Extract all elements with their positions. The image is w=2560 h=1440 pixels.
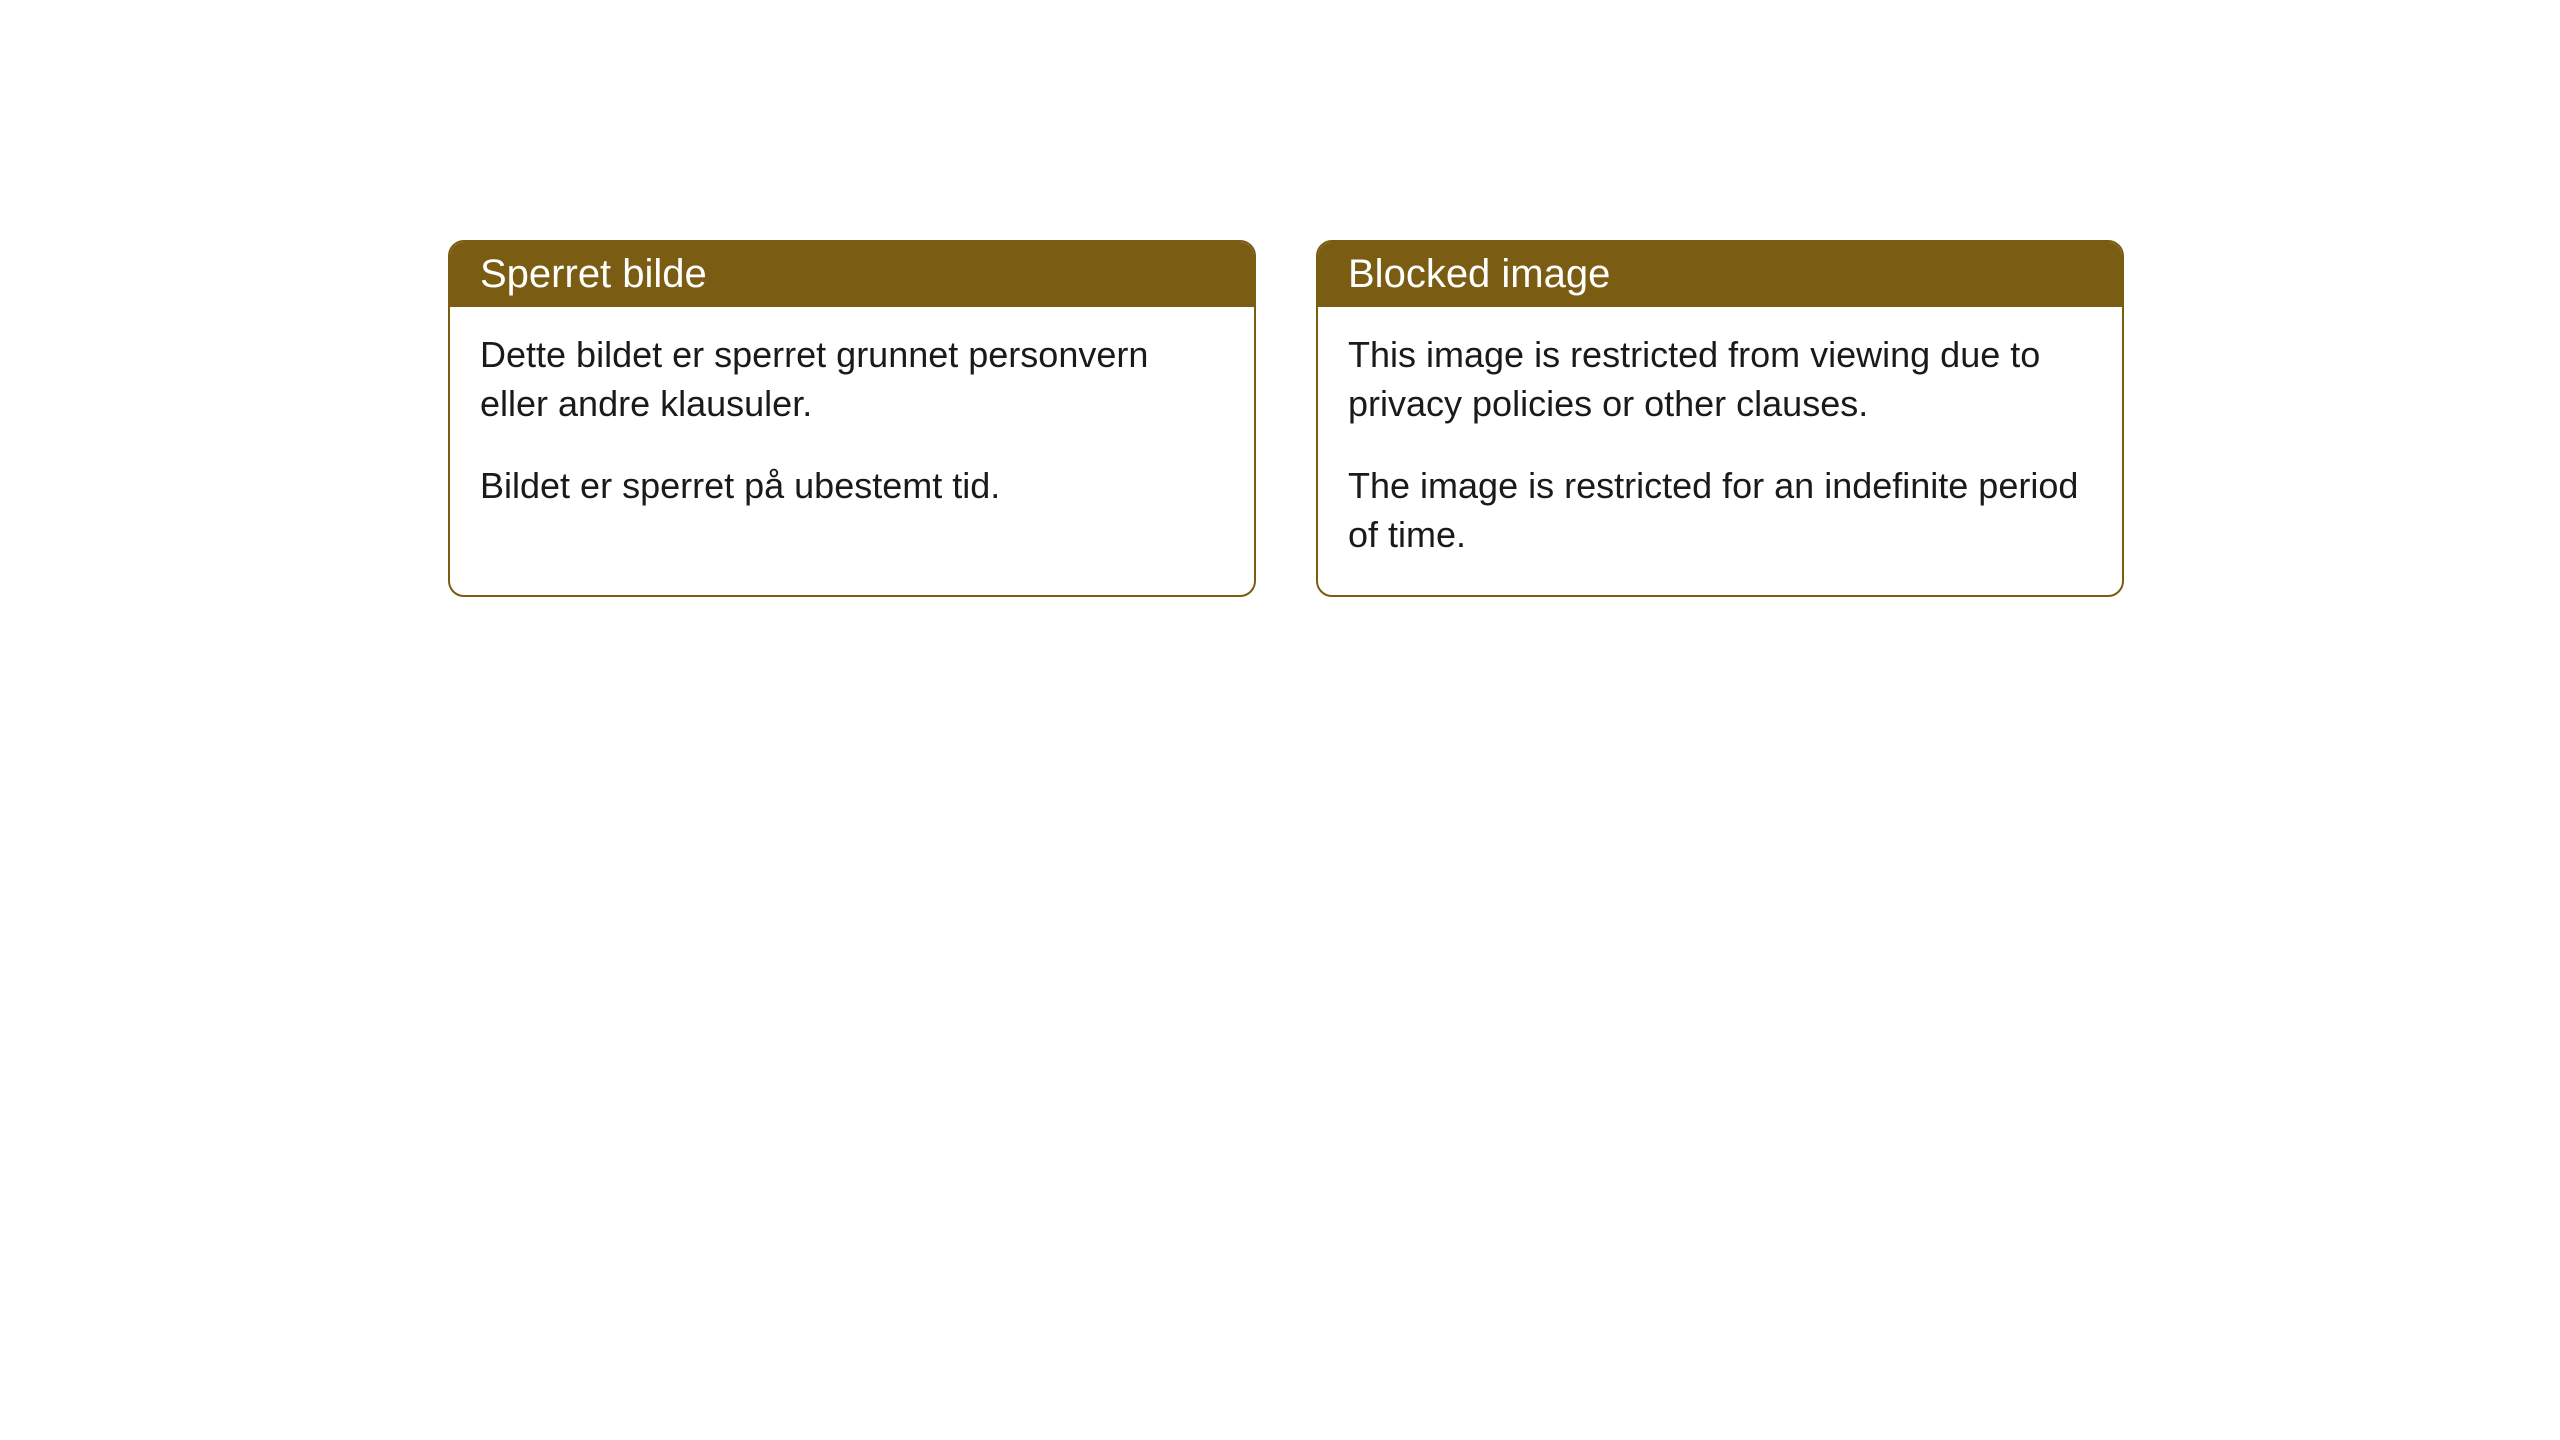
card-paragraph: Bildet er sperret på ubestemt tid. — [480, 462, 1224, 511]
notice-card-english: Blocked image This image is restricted f… — [1316, 240, 2124, 597]
card-paragraph: This image is restricted from viewing du… — [1348, 331, 2092, 428]
card-body-english: This image is restricted from viewing du… — [1318, 307, 2122, 595]
card-header-english: Blocked image — [1318, 242, 2122, 307]
notice-card-norwegian: Sperret bilde Dette bildet er sperret gr… — [448, 240, 1256, 597]
card-header-norwegian: Sperret bilde — [450, 242, 1254, 307]
card-title: Sperret bilde — [480, 252, 707, 296]
notice-cards-row: Sperret bilde Dette bildet er sperret gr… — [448, 240, 2560, 597]
card-paragraph: Dette bildet er sperret grunnet personve… — [480, 331, 1224, 428]
card-title: Blocked image — [1348, 252, 1610, 296]
card-body-norwegian: Dette bildet er sperret grunnet personve… — [450, 307, 1254, 547]
card-paragraph: The image is restricted for an indefinit… — [1348, 462, 2092, 559]
